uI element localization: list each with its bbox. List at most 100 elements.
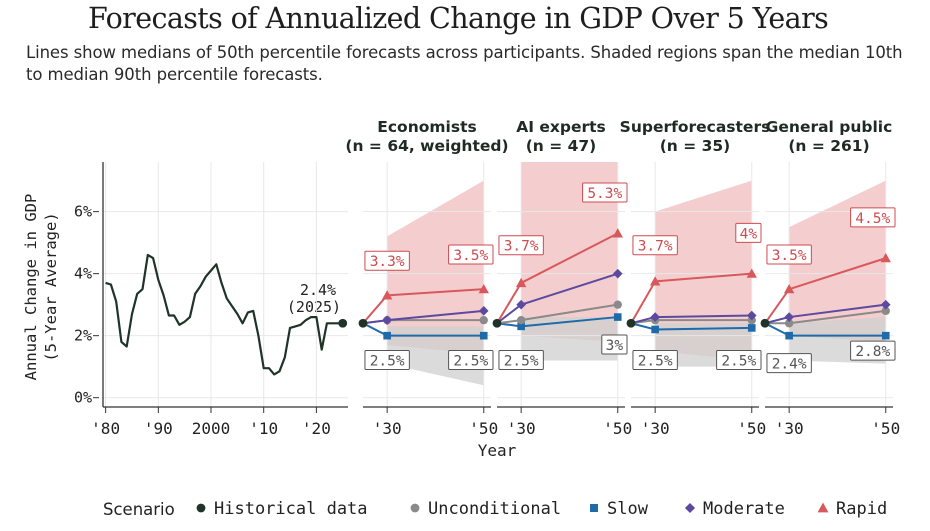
value-label: 2.5% xyxy=(504,353,539,369)
unconditional-marker xyxy=(516,315,526,325)
chart-subtitle: Lines show medians of 50th percentile fo… xyxy=(26,43,903,84)
value-label: 4% xyxy=(740,226,758,242)
x-tick-label: '80 xyxy=(91,419,120,438)
value-label-box xyxy=(632,235,678,256)
x-tick-label: 2000 xyxy=(192,419,231,438)
panel-title: Superforecasters xyxy=(620,118,771,136)
legend-unconditional-label: Unconditional xyxy=(428,499,561,519)
value-label-box xyxy=(364,250,410,271)
slow-marker xyxy=(881,331,890,340)
moderate-marker xyxy=(382,315,392,325)
panel-subtitle: (n = 35) xyxy=(660,137,731,155)
panel-title: Economists xyxy=(377,118,476,136)
x-tick-label: '50 xyxy=(871,419,900,438)
slow-marker xyxy=(383,331,391,340)
panel-title: General public xyxy=(766,118,893,136)
y-tick-label: 0% xyxy=(74,389,92,407)
slow-marker xyxy=(479,331,488,340)
x-tick-label: '50 xyxy=(737,419,766,438)
x-tick-label: '30 xyxy=(775,419,804,438)
legend-rapid-marker xyxy=(817,502,829,513)
slow-band xyxy=(387,326,484,386)
unconditional-marker xyxy=(784,319,794,328)
start-point-marker xyxy=(626,318,636,328)
value-label-box xyxy=(582,182,628,203)
text-layer: 0% 2% 4% 6% '80 '90 2000 '10 '20 Economists(n = 6… xyxy=(74,118,900,519)
lines-layer xyxy=(105,228,891,376)
value-label: 3.5% xyxy=(772,248,807,264)
moderate-marker xyxy=(784,312,794,322)
value-label-box xyxy=(448,244,494,265)
rapid-marker xyxy=(515,277,527,288)
historical-annotation-year: (2025) xyxy=(287,298,341,316)
value-label-box xyxy=(498,235,544,256)
moderate-marker xyxy=(650,312,660,322)
moderate-marker xyxy=(478,306,489,316)
value-label: 3% xyxy=(606,338,624,354)
moderate-marker xyxy=(612,268,623,279)
value-label-box xyxy=(364,349,410,370)
value-label: 3.5% xyxy=(453,248,488,264)
x-tick-label: '50 xyxy=(603,419,632,438)
bands-layer xyxy=(387,162,886,386)
value-label-box xyxy=(716,349,762,370)
legend-slow-label: Slow xyxy=(607,499,649,519)
slow-band xyxy=(521,317,618,361)
x-tick-label: '20 xyxy=(302,419,331,438)
value-label: 3.7% xyxy=(504,239,539,255)
unconditional-marker xyxy=(881,306,890,316)
x-tick-label: '50 xyxy=(469,419,498,438)
x-tick-label: '30 xyxy=(641,419,670,438)
slow-marker xyxy=(517,322,525,331)
panel-title: AI experts xyxy=(516,118,606,136)
moderate-marker xyxy=(746,310,757,321)
value-label-box xyxy=(850,340,896,361)
value-label: 3.3% xyxy=(370,254,405,270)
value-label: 2.5% xyxy=(370,353,405,369)
value-label-box xyxy=(498,349,544,370)
start-point-marker xyxy=(760,318,770,328)
slow-marker xyxy=(651,325,659,334)
value-label-box xyxy=(448,349,494,370)
x-tick-label: '90 xyxy=(144,419,173,438)
value-label-box xyxy=(601,334,628,355)
start-point-marker xyxy=(492,318,502,328)
historical-annotation-value: 2.4% xyxy=(300,281,336,299)
value-label-box xyxy=(735,222,762,243)
value-label: 4.5% xyxy=(855,211,890,227)
legend-slow-marker xyxy=(590,504,598,512)
historical-endpoint-marker xyxy=(338,318,348,328)
slow-marker xyxy=(747,324,756,332)
value-label-box xyxy=(632,349,678,370)
panel-subtitle: (n = 64, weighted) xyxy=(345,137,508,155)
panel-subtitle: (n = 261) xyxy=(788,137,869,155)
legend-historical-label: Historical data xyxy=(214,499,368,519)
legend-rapid-label: Rapid xyxy=(836,499,887,519)
x-tick-label: '10 xyxy=(249,419,278,438)
value-label: 2.4% xyxy=(772,357,807,373)
unconditional-marker xyxy=(613,300,622,309)
rapid-marker xyxy=(612,228,623,238)
value-label: 3.7% xyxy=(638,239,673,255)
x-axis-title: Year xyxy=(478,441,517,460)
value-label: 2.5% xyxy=(721,353,756,369)
grid-layer xyxy=(102,162,893,408)
y-tick-label: 4% xyxy=(74,265,92,283)
legend-title: Scenario xyxy=(103,500,175,519)
rapid-marker xyxy=(649,276,661,286)
y-axis-title-line2: (5-Year Average) xyxy=(42,212,60,361)
rapid-marker xyxy=(880,252,891,263)
value-label: 2.5% xyxy=(453,353,488,369)
y-axis-title-line1: Annual Change in GDP xyxy=(22,194,40,381)
rapid-marker xyxy=(381,290,393,300)
value-label-box xyxy=(766,244,812,265)
x-tick-label: '30 xyxy=(373,419,402,438)
legend-moderate-label: Moderate xyxy=(703,499,785,519)
rapid-marker xyxy=(746,268,757,278)
chart-title: Forecasts of Annualized Change in GDP Ov… xyxy=(88,2,829,35)
x-tick-label: '30 xyxy=(507,419,536,438)
value-label: 5.3% xyxy=(587,186,622,202)
legend-moderate-marker xyxy=(684,502,696,514)
legend-historical-marker xyxy=(196,503,206,513)
